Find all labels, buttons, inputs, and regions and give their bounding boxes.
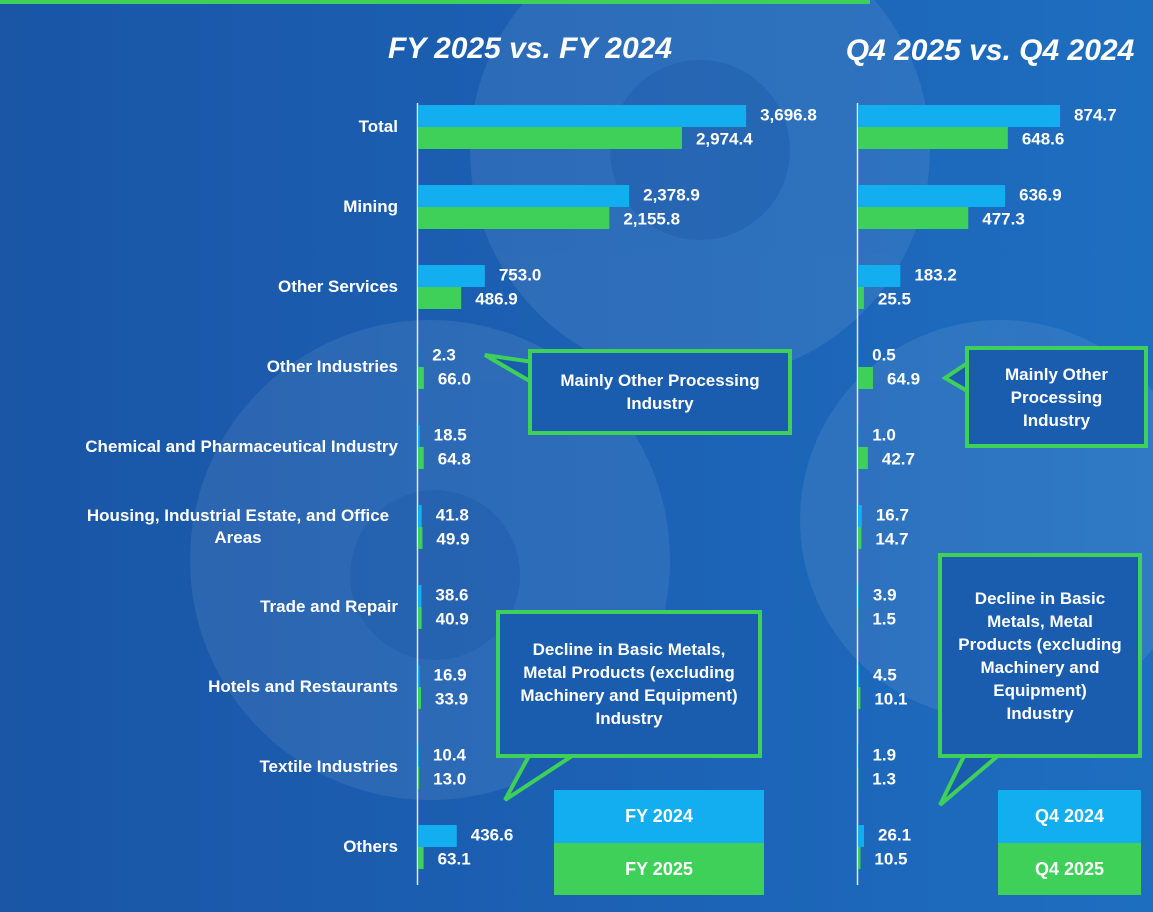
- bar: [418, 265, 485, 287]
- value-label: 1.5: [872, 609, 896, 628]
- value-label: 64.9: [887, 369, 920, 388]
- value-label: 16.9: [433, 665, 466, 684]
- category-label: Other Services: [278, 276, 398, 298]
- value-label: 49.9: [436, 529, 469, 548]
- bar: [418, 207, 609, 229]
- bar: [418, 687, 421, 709]
- bar: [858, 847, 860, 869]
- value-label: 4.5: [873, 665, 897, 684]
- bar: [858, 665, 859, 687]
- category-label: Total: [359, 116, 398, 138]
- bar: [858, 687, 860, 709]
- bar: [418, 527, 422, 549]
- value-label: 10.4: [433, 745, 467, 764]
- page: FY 2025 vs. FY 2024 Q4 2025 vs. Q4 2024 …: [0, 0, 1153, 912]
- legend-entry: Q4 2025: [998, 843, 1141, 895]
- annotation: Decline in Basic Metals, Metal Products …: [496, 610, 762, 758]
- bar: [418, 825, 457, 847]
- value-label: 42.7: [882, 449, 915, 468]
- value-label: 14.7: [875, 529, 908, 548]
- category-label: Others: [343, 836, 398, 858]
- value-label: 3.9: [873, 585, 897, 604]
- bar: [858, 367, 873, 389]
- category-label: Mining: [343, 196, 398, 218]
- bar: [418, 585, 421, 607]
- bar: [418, 847, 424, 869]
- bar: [858, 585, 859, 607]
- value-label: 1.0: [872, 425, 896, 444]
- value-label: 3,696.8: [760, 105, 817, 124]
- value-label: 2,974.4: [696, 129, 753, 148]
- value-label: 1.3: [872, 769, 896, 788]
- annotation: Mainly Other Processing Industry: [965, 346, 1148, 448]
- bar: [418, 767, 419, 789]
- value-label: 648.6: [1022, 129, 1065, 148]
- bar: [418, 185, 629, 207]
- category-label: Chemical and Pharmaceutical Industry: [85, 436, 398, 458]
- annotation: Mainly Other Processing Industry: [528, 349, 792, 435]
- value-label: 0.5: [872, 345, 896, 364]
- value-label: 874.7: [1074, 105, 1117, 124]
- value-label: 40.9: [436, 609, 469, 628]
- bar: [858, 527, 861, 549]
- value-label: 10.5: [874, 849, 907, 868]
- bar: [858, 287, 864, 309]
- value-label: 10.1: [874, 689, 907, 708]
- legend-entry: FY 2025: [554, 843, 764, 895]
- value-label: 753.0: [499, 265, 542, 284]
- value-label: 64.8: [438, 449, 471, 468]
- annotation: Decline in Basic Metals, Metal Products …: [938, 553, 1142, 758]
- value-label: 2,155.8: [623, 209, 680, 228]
- bar: [418, 447, 424, 469]
- bar: [418, 127, 682, 149]
- legend-entry: FY 2024: [554, 790, 764, 843]
- bar: [418, 105, 746, 127]
- bar: [418, 425, 420, 447]
- bar: [858, 185, 1005, 207]
- value-label: 1.9: [872, 745, 896, 764]
- value-label: 41.8: [436, 505, 469, 524]
- bar: [858, 207, 968, 229]
- bar: [418, 665, 419, 687]
- bar: [858, 127, 1008, 149]
- value-label: 486.9: [475, 289, 518, 308]
- bar: [418, 745, 419, 767]
- value-label: 2.3: [432, 345, 456, 364]
- value-label: 33.9: [435, 689, 468, 708]
- value-label: 38.6: [435, 585, 468, 604]
- value-label: 66.0: [438, 369, 471, 388]
- bar: [858, 825, 864, 847]
- value-label: 13.0: [433, 769, 466, 788]
- chart-title: FY 2025 vs. FY 2024: [388, 32, 672, 65]
- value-label: 2,378.9: [643, 185, 700, 204]
- bar: [418, 607, 422, 629]
- value-label: 477.3: [982, 209, 1025, 228]
- value-label: 25.5: [878, 289, 911, 308]
- category-label: Other Industries: [267, 356, 398, 378]
- callout-tail: [940, 754, 1000, 805]
- bar: [858, 447, 868, 469]
- value-label: 26.1: [878, 825, 911, 844]
- category-label: Trade and Repair: [260, 596, 398, 618]
- bar: [418, 287, 461, 309]
- chart-title: Q4 2025 vs. Q4 2024: [846, 34, 1135, 67]
- value-label: 16.7: [876, 505, 909, 524]
- category-label: Textile Industries: [259, 756, 398, 778]
- value-label: 436.6: [471, 825, 514, 844]
- bar: [858, 105, 1060, 127]
- category-label: Hotels and Restaurants: [208, 676, 398, 698]
- value-label: 636.9: [1019, 185, 1062, 204]
- bar: [418, 367, 424, 389]
- value-label: 183.2: [914, 265, 957, 284]
- value-label: 63.1: [438, 849, 471, 868]
- bar: [858, 265, 900, 287]
- category-label: Housing, Industrial Estate, and Office A…: [78, 505, 398, 549]
- bar: [858, 505, 862, 527]
- top-rule: [0, 0, 870, 4]
- value-label: 18.5: [434, 425, 467, 444]
- legend-entry: Q4 2024: [998, 790, 1141, 843]
- bar: [418, 505, 422, 527]
